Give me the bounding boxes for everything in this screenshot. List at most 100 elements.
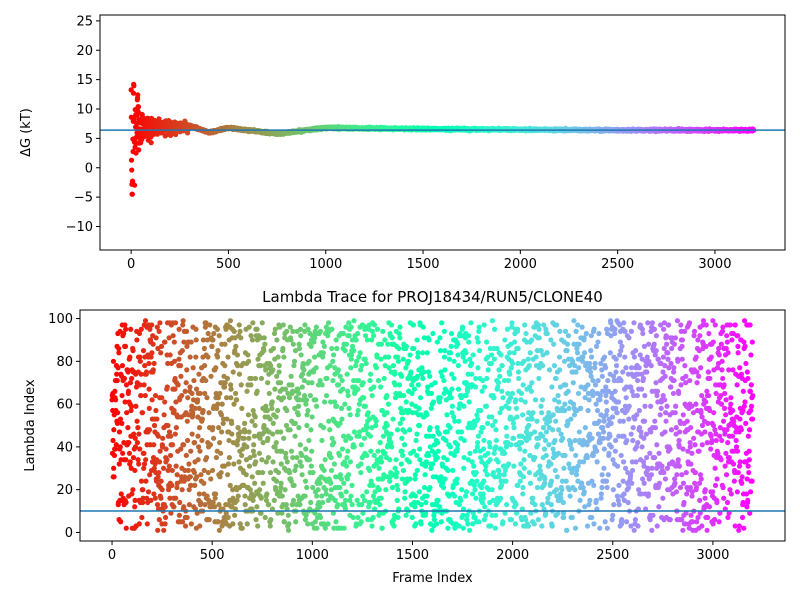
lambda-point: [229, 431, 235, 437]
lambda-point: [414, 373, 421, 379]
lambda-point: [458, 429, 465, 435]
lambda-point: [279, 448, 285, 454]
lambda-point: [128, 403, 135, 409]
lambda-point: [430, 433, 436, 439]
lambda-point: [206, 410, 212, 416]
lambda-point: [355, 386, 361, 392]
lambda-point: [121, 330, 127, 337]
lambda-point: [344, 388, 351, 394]
lambda-point: [326, 418, 332, 424]
lambda-point: [297, 397, 303, 403]
lambda-point: [459, 324, 466, 330]
lambda-point: [377, 502, 383, 508]
lambda-point: [423, 510, 429, 516]
lambda-point: [130, 348, 136, 354]
lambda-point: [456, 418, 462, 424]
lambda-point: [348, 352, 355, 358]
lambda-point: [248, 382, 254, 388]
lambda-point: [389, 444, 395, 450]
lambda-point: [141, 465, 147, 471]
lambda-point: [219, 401, 225, 407]
lambda-point: [236, 371, 243, 377]
lambda-point: [420, 350, 426, 356]
lambda-point: [222, 341, 228, 347]
lambda-point: [243, 472, 249, 478]
lambda-point: [184, 367, 190, 373]
lambda-point: [122, 322, 128, 328]
lambda-point: [231, 461, 237, 467]
lambda-point: [444, 429, 450, 435]
lambda-point: [218, 450, 224, 456]
lambda-point: [319, 437, 325, 444]
lambda-point: [448, 343, 454, 349]
lambda-point: [387, 457, 393, 463]
lambda-point: [342, 348, 348, 354]
lambda-point: [320, 350, 326, 356]
lambda-point: [226, 454, 233, 461]
delta-g-point: [135, 104, 142, 110]
lambda-point: [288, 478, 294, 484]
lambda-point: [215, 395, 221, 401]
lambda-point: [146, 360, 152, 367]
lambda-point: [409, 390, 415, 397]
delta-g-point: [131, 116, 137, 122]
lambda-point: [185, 467, 191, 474]
lambda-point: [456, 523, 462, 529]
lambda-point: [356, 354, 362, 360]
lambda-point: [440, 484, 447, 491]
lambda-point: [380, 328, 386, 334]
lambda-point: [197, 448, 203, 454]
lambda-point: [452, 418, 458, 424]
lambda-point: [346, 320, 352, 326]
lambda-point: [251, 493, 257, 499]
lambda-point: [200, 337, 206, 343]
lambda-point: [234, 442, 240, 448]
lambda-point: [143, 369, 150, 375]
lambda-point: [411, 345, 417, 352]
lambda-point: [348, 356, 354, 362]
lambda-point: [197, 390, 203, 397]
lambda-point: [356, 433, 362, 439]
lambda-point: [444, 412, 450, 418]
lambda-point: [151, 465, 157, 471]
lambda-point: [160, 465, 167, 471]
lambda-point: [303, 446, 309, 452]
lambda-point: [298, 463, 305, 469]
lambda-point: [364, 489, 370, 495]
delta-g-x-tick-label: 0: [127, 257, 135, 272]
lambda-point: [329, 435, 335, 441]
lambda-point: [456, 405, 462, 411]
lambda-point: [202, 502, 208, 508]
lambda-point: [196, 371, 202, 377]
lambda-point: [443, 437, 449, 444]
lambda-point: [235, 493, 241, 499]
lambda-point: [343, 437, 349, 444]
lambda-point: [270, 367, 276, 373]
lambda-point: [390, 416, 396, 422]
lambda-point: [112, 388, 118, 394]
lambda-point: [262, 341, 268, 347]
lambda-point: [237, 521, 243, 527]
lambda-point: [304, 484, 310, 491]
lambda-point: [115, 410, 121, 416]
lambda-point: [356, 377, 362, 384]
lambda-point: [127, 459, 133, 465]
lambda-point: [220, 506, 226, 512]
lambda-point: [244, 444, 250, 450]
lambda-point: [146, 405, 152, 411]
lambda-point: [323, 491, 329, 497]
lambda-point: [193, 386, 200, 392]
lambda-point: [114, 420, 121, 426]
lambda-point: [354, 412, 360, 418]
lambda-point: [421, 369, 427, 375]
lambda-point: [223, 326, 229, 332]
lambda-point: [250, 448, 257, 454]
lambda-point: [113, 442, 119, 448]
lambda-point: [306, 457, 313, 463]
lambda-point: [224, 375, 231, 382]
lambda-point: [286, 521, 292, 527]
lambda-point: [452, 525, 458, 531]
lambda-point: [378, 341, 385, 347]
lambda-point: [393, 457, 399, 463]
lambda-point: [132, 504, 138, 510]
